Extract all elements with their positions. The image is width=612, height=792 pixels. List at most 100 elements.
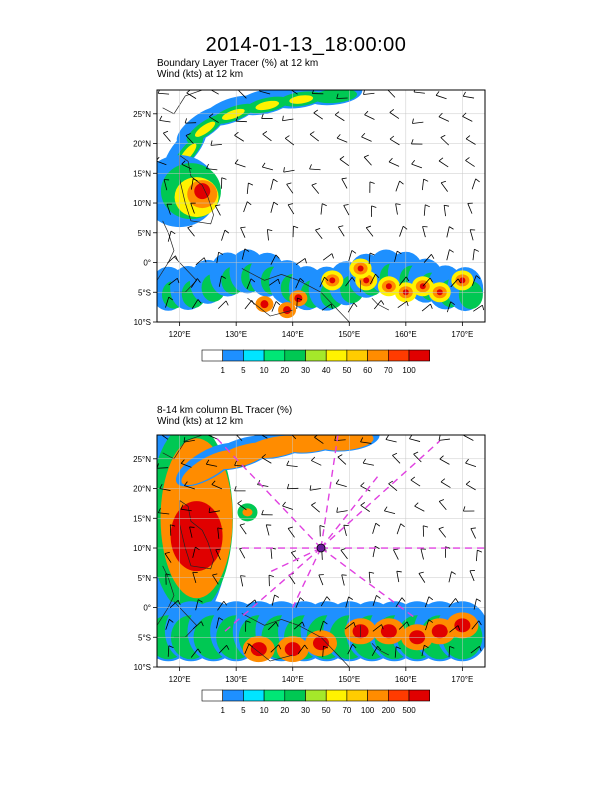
map-layers	[157, 435, 485, 667]
wind-barb	[221, 229, 226, 241]
wind-barb	[322, 646, 324, 658]
wind-barb	[439, 458, 450, 465]
wind-barb	[440, 481, 451, 488]
wind-barb-flag	[450, 301, 455, 306]
wind-barb-flag	[479, 646, 482, 652]
wind-barb-flag	[291, 550, 297, 553]
wind-barb-flag	[181, 160, 186, 165]
wind-barb-flag	[287, 526, 294, 529]
coastline	[247, 297, 293, 317]
trajectory-line	[292, 547, 322, 608]
colorbar-swatch	[263, 349, 286, 362]
wind-barb	[462, 116, 473, 122]
wind-barb	[167, 255, 176, 264]
wind-barb	[388, 483, 398, 492]
wind-barb	[438, 438, 450, 441]
wind-barb-flag	[168, 645, 174, 649]
wind-barb-flag	[449, 249, 454, 253]
colorbar-swatch	[284, 349, 306, 362]
wind-barb-flag	[476, 598, 481, 602]
wind-barb-flag	[438, 157, 444, 162]
wind-barb	[190, 648, 199, 658]
wind-barb	[409, 438, 421, 442]
colorbar-swatch	[367, 689, 389, 702]
wind-barb	[322, 253, 333, 261]
wind-barb	[217, 300, 227, 309]
wind-barb	[319, 277, 325, 288]
wind-barb-flag	[413, 451, 419, 455]
wind-barb	[234, 135, 244, 142]
tracer-shading	[431, 624, 448, 639]
coastline	[157, 220, 175, 281]
wind-barb	[473, 304, 483, 312]
wind-barb	[234, 163, 246, 168]
wind-barb-flag	[274, 594, 280, 598]
wind-barb	[266, 229, 269, 241]
wind-barb	[271, 594, 275, 606]
wind-barb-flag	[324, 276, 329, 281]
wind-barb-flag	[352, 644, 357, 649]
wind-barb	[212, 574, 219, 585]
lat-label: 0°	[143, 604, 151, 613]
wind-barb	[270, 179, 274, 190]
colorbar-swatch	[305, 349, 327, 362]
wind-barb	[216, 617, 220, 629]
wind-barb	[360, 505, 370, 512]
map-frame	[156, 89, 486, 323]
wind-barb	[472, 249, 475, 261]
wind-barb	[440, 137, 450, 146]
wind-barb-flag	[440, 134, 446, 138]
wind-barb	[414, 505, 425, 512]
colorbar-label: 50	[322, 706, 331, 715]
colorbar-label: 200	[382, 706, 396, 715]
wind-barb	[340, 549, 348, 560]
wind-barb	[393, 549, 399, 560]
wind-barb-flag	[234, 460, 237, 466]
wind-barb-flag	[366, 225, 372, 229]
wind-barb-flag	[449, 645, 455, 649]
wind-barb	[438, 501, 447, 511]
wind-barb-flag	[180, 504, 184, 510]
wind-barb-flag	[197, 648, 202, 654]
wind-barb	[168, 277, 178, 286]
wind-barb-flag	[465, 157, 470, 161]
wind-barb	[189, 526, 193, 538]
wind-barb-flag	[381, 624, 384, 630]
wind-barb-flag	[286, 483, 290, 489]
wind-barb	[421, 303, 431, 312]
wind-barb	[438, 528, 447, 538]
colorbar-swatch	[243, 689, 265, 702]
wind-barb-flag	[283, 167, 285, 173]
wind-barb	[311, 184, 320, 194]
wind-barb	[448, 571, 452, 583]
wind-barb	[239, 524, 247, 535]
wind-barb	[336, 483, 347, 488]
tracer-shading	[357, 265, 364, 272]
wind-barb-flag	[177, 278, 180, 284]
wind-barb	[260, 435, 268, 439]
wind-barb	[190, 278, 198, 288]
lat-label: 5°S	[138, 633, 151, 642]
wind-barb	[388, 161, 400, 167]
wind-barb	[450, 278, 459, 288]
wind-barb-flag	[343, 204, 349, 206]
wind-barb-flag	[288, 85, 292, 88]
wind-barb-flag	[207, 435, 209, 436]
wind-barb	[345, 596, 349, 608]
wind-barb	[338, 226, 345, 237]
wind-barb-flag	[465, 458, 469, 464]
wind-barb-flag	[387, 87, 392, 89]
colorbar-label: 50	[342, 366, 351, 375]
tracer-shading	[170, 501, 223, 572]
tracer-shading	[194, 121, 216, 137]
wind-barb	[192, 621, 202, 630]
wind-barb-flag	[311, 456, 316, 461]
tracer-shading	[313, 90, 358, 104]
wind-barb	[180, 508, 192, 512]
wind-barb-flag	[187, 225, 193, 229]
wind-barb	[166, 204, 171, 215]
wind-barb-flag	[482, 305, 485, 311]
wind-barb-flag	[385, 435, 389, 440]
wind-barb	[420, 548, 424, 560]
coastline	[247, 642, 293, 662]
